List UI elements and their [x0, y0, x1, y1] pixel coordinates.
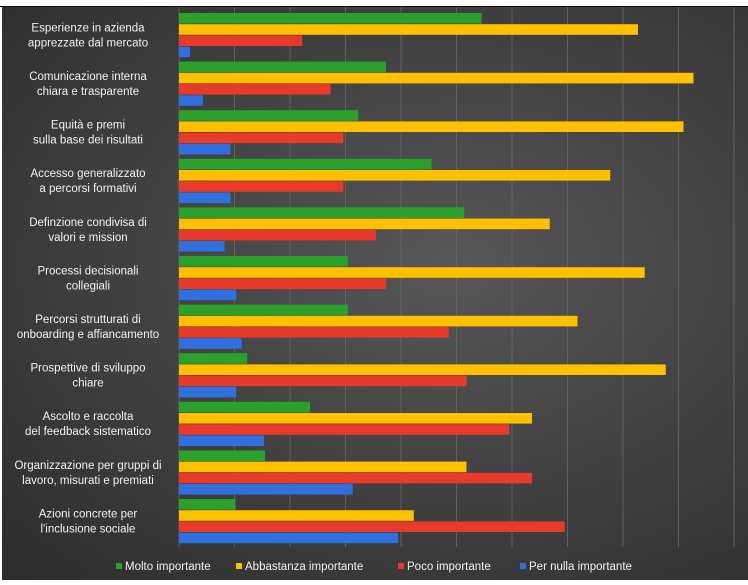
bar: [179, 327, 449, 338]
category-label: Processi decisionali collegiali: [38, 265, 139, 292]
legend-label: Per nulla importante: [529, 561, 632, 573]
bar: [179, 132, 344, 144]
bar: [179, 72, 694, 84]
bar: [179, 521, 565, 532]
category-label: Esperienze in azienda apprezzate dal merc…: [28, 22, 148, 49]
bar: [179, 510, 414, 521]
bar: [179, 110, 359, 121]
category-label: Accesso generalizzato a percorsi formativ…: [30, 168, 145, 195]
chart-area: Esperienze in azienda apprezzate dal merc…: [2, 6, 748, 580]
bar: [179, 386, 237, 398]
legend-label: Molto importante: [125, 561, 211, 573]
bar: [179, 143, 231, 155]
bar: [179, 61, 387, 73]
bar: [179, 267, 645, 278]
bar: [179, 484, 353, 495]
bar: [179, 364, 666, 375]
category-label: Ascolto e raccolta del feedback sistemati…: [25, 411, 151, 438]
bar: [179, 170, 611, 181]
bar: [179, 424, 510, 435]
bar: [179, 35, 303, 46]
category-label: Prospettive di sviluppo chiare: [30, 363, 145, 390]
bar: [179, 472, 532, 484]
bar-chart: Esperienze in azienda apprezzate dal merc…: [14, 7, 735, 573]
bar: [179, 450, 266, 461]
bar: [179, 401, 310, 413]
bar: [179, 13, 482, 24]
category-label: Azioni concrete per l'inclusione sociale: [39, 508, 138, 535]
bar: [179, 229, 377, 241]
category-label: Organizzazione per gruppi di lavoro, misu…: [14, 460, 161, 487]
bar: [179, 95, 203, 106]
bar: [179, 218, 550, 230]
bar: [179, 315, 578, 327]
legend-swatch: [236, 563, 242, 569]
category-label: Equità e premi sulla base dei risultati: [33, 120, 143, 147]
bar: [179, 46, 191, 58]
bar: [179, 461, 467, 473]
bar: [179, 241, 225, 252]
bar: [179, 158, 432, 170]
legend: Molto importante Abbastanza importante Poc…: [116, 561, 632, 573]
bar: [179, 338, 242, 349]
bar: [179, 304, 348, 316]
bar: [179, 375, 467, 387]
bar: [179, 499, 236, 510]
bar: [179, 192, 231, 203]
legend-label: Abbastanza importante: [245, 561, 363, 573]
legend-swatch: [116, 563, 122, 569]
legend-label: Poco importante: [407, 561, 491, 573]
bar: [179, 256, 348, 267]
bar: [179, 435, 264, 446]
category-label: Definzione condivisa di valori e mission: [29, 217, 147, 244]
bar: [179, 289, 237, 301]
bar: [179, 413, 532, 424]
legend-swatch: [520, 563, 526, 569]
bar: [179, 532, 399, 544]
bar: [179, 84, 331, 95]
category-label: Percorsi strutturati di onboarding e affi…: [17, 314, 159, 341]
bar: [179, 181, 344, 192]
bar: [179, 121, 684, 132]
bar: [179, 353, 248, 364]
category-label: Comunicazione interna chiara e trasparent…: [29, 71, 147, 98]
legend-swatch: [398, 563, 404, 569]
bar: [179, 278, 387, 289]
bar: [179, 24, 638, 35]
bar: [179, 207, 465, 218]
